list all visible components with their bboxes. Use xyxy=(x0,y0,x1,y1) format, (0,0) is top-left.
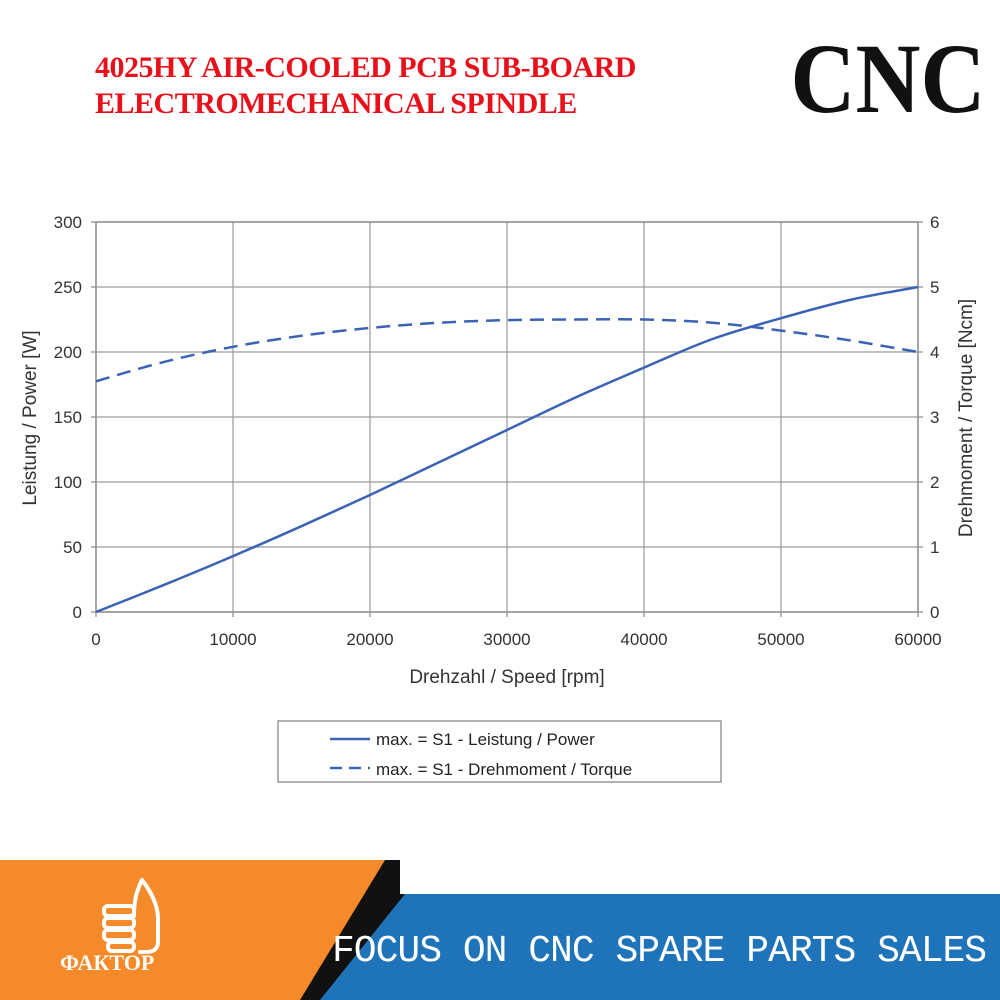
y-tick-label: 50 xyxy=(63,538,82,557)
x-tick-label: 0 xyxy=(91,630,100,649)
x-tick-label: 50000 xyxy=(757,630,804,649)
x-axis-label: Drehzahl / Speed [rpm] xyxy=(409,667,604,688)
x-tick-label: 60000 xyxy=(894,630,941,649)
y-axis-label: Leistung / Power [W] xyxy=(20,330,41,505)
footer-slogan: FOCUS ON CNC SPARE PARTS SALES xyxy=(332,930,987,973)
faktor-logo-text: ФАКТОР xyxy=(60,950,155,975)
legend-box xyxy=(277,720,722,783)
footer-banner xyxy=(0,860,1000,1000)
legend-label-power: max. = S1 - Leistung / Power xyxy=(376,730,595,749)
y2-tick-label: 2 xyxy=(930,473,939,492)
torque-series-line xyxy=(95,318,919,383)
power-torque-chart: 0 10000 20000 30000 40000 50000 60000050100150… xyxy=(20,213,977,783)
footer-orange-panel xyxy=(0,860,385,1000)
chart-legend: max. = S1 - Leistung / Power max. = S1 -… xyxy=(277,720,722,783)
y2-tick-label: 1 xyxy=(930,538,939,557)
x-tick-label: 30000 xyxy=(483,630,530,649)
y2-tick-label: 3 xyxy=(930,408,939,427)
product-title-line2: ELECTROMECHANICAL SPINDLE xyxy=(95,87,577,120)
y2-tick-label: 5 xyxy=(930,278,939,297)
x-tick-label: 10000 xyxy=(209,630,256,649)
thumbs-up-icon xyxy=(102,878,160,954)
y2-tick-label: 4 xyxy=(930,343,939,362)
y2-tick-label: 0 xyxy=(930,603,939,622)
product-title-line1: 4025HY AIR-COOLED PCB SUB-BOARD xyxy=(95,51,636,84)
x-tick-label: 20000 xyxy=(346,630,393,649)
y-tick-label: 250 xyxy=(54,278,82,297)
y-tick-label: 100 xyxy=(54,473,82,492)
chart-series xyxy=(95,285,919,614)
y-tick-label: 150 xyxy=(54,408,82,427)
y-tick-label: 300 xyxy=(54,213,82,232)
y-tick-label: 200 xyxy=(54,343,82,362)
footer-dark-wedge xyxy=(300,860,405,1000)
chart-ticks: 0 10000 20000 30000 40000 50000 60000050100150… xyxy=(54,213,942,649)
cnc-brand-text: CNC xyxy=(790,23,986,134)
chart-grid xyxy=(95,221,919,613)
power-series-line xyxy=(95,285,919,614)
x-tick-label: 40000 xyxy=(620,630,667,649)
y2-axis-label: Drehmoment / Torque [Ncm] xyxy=(956,299,977,537)
y-tick-label: 0 xyxy=(73,603,82,622)
legend-label-torque: max. = S1 - Drehmoment / Torque xyxy=(376,760,632,779)
y2-tick-label: 6 xyxy=(930,213,939,232)
product-title: 4025HY AIR-COOLED PCB SUB-BOARD ELECTROM… xyxy=(95,50,775,122)
